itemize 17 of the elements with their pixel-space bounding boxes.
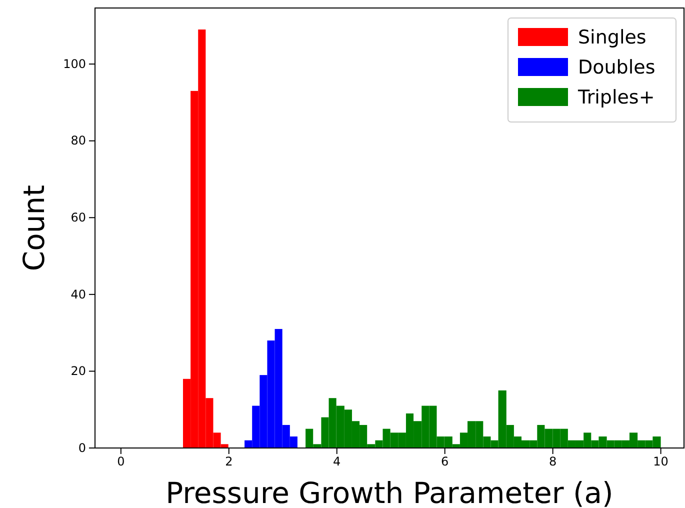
x-tick-label: 2 bbox=[225, 454, 233, 469]
y-tick-label: 60 bbox=[70, 210, 86, 224]
x-tick-label: 0 bbox=[117, 454, 125, 469]
y-tick-label: 20 bbox=[70, 364, 86, 378]
legend-label: Triples+ bbox=[577, 86, 655, 109]
y-tick-label: 40 bbox=[70, 287, 86, 302]
legend-label: Doubles bbox=[578, 56, 656, 79]
x-axis-title: Pressure Growth Parameter (a) bbox=[166, 476, 614, 508]
y-axis-title: Count bbox=[17, 184, 51, 272]
y-tick-label: 0 bbox=[78, 440, 86, 455]
y-tick-label: 80 bbox=[70, 134, 86, 148]
legend-label: Singles bbox=[578, 26, 646, 49]
x-tick-label: 8 bbox=[548, 454, 557, 469]
x-tick-label: 10 bbox=[653, 454, 668, 469]
y-tick-label: 100 bbox=[63, 56, 86, 71]
x-tick-label: 6 bbox=[441, 454, 449, 469]
x-tick-label: 4 bbox=[333, 454, 341, 469]
